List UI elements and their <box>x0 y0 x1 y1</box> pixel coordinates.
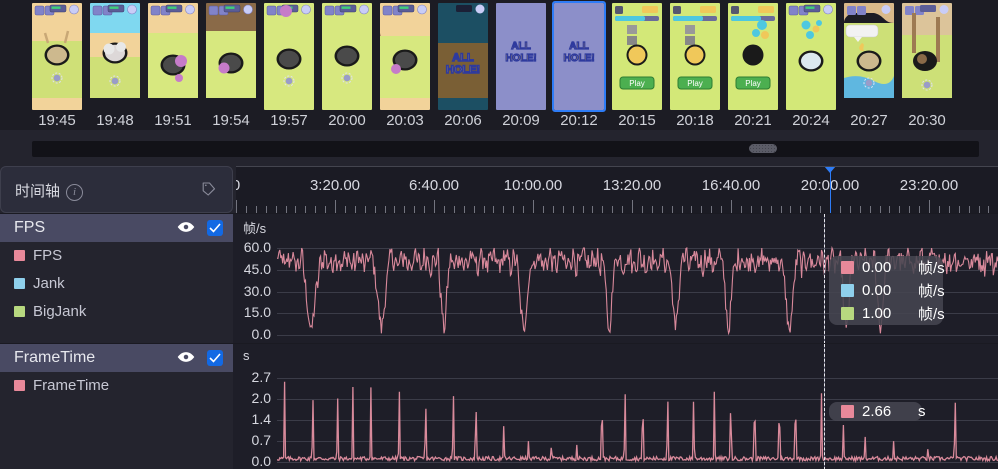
svg-text:Play: Play <box>745 79 761 88</box>
svg-text:ALL: ALL <box>511 41 530 52</box>
svg-text:HOLE!: HOLE! <box>505 53 536 64</box>
svg-text:Play: Play <box>629 79 645 88</box>
svg-text:ALL: ALL <box>569 41 588 52</box>
svg-text:Play: Play <box>687 79 703 88</box>
svg-text:ALL: ALL <box>452 52 474 64</box>
svg-text:HOLE!: HOLE! <box>446 64 480 76</box>
svg-text:HOLE!: HOLE! <box>563 53 594 64</box>
